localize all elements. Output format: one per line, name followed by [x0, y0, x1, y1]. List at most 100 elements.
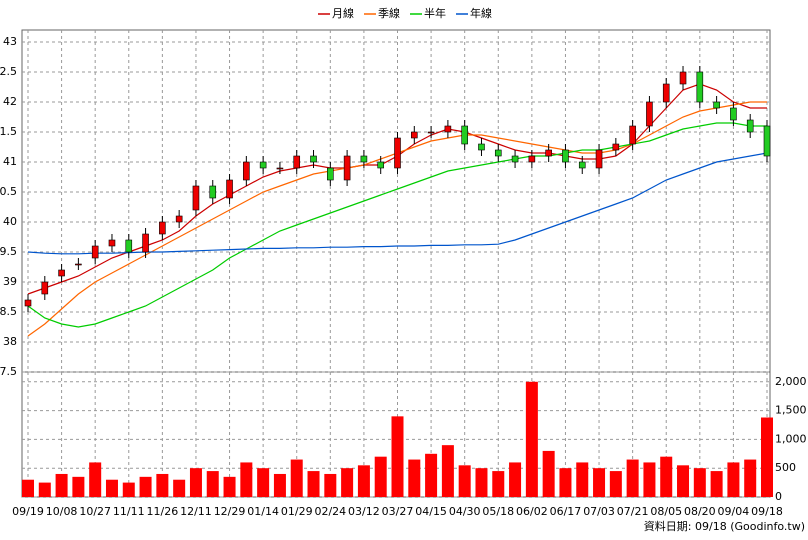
candle-body	[578, 161, 586, 169]
y-tick-label: 9.5	[0, 245, 17, 258]
candle-body	[91, 245, 99, 259]
candle-body	[696, 71, 704, 103]
y-tick-label: 40	[3, 215, 17, 228]
x-tick-label: 04/15	[415, 505, 447, 518]
x-tick-label: 12/11	[180, 505, 212, 518]
y-tick-label: 1.5	[0, 125, 17, 138]
candle-body	[444, 125, 452, 133]
candle-body	[24, 299, 32, 307]
x-tick-label: 09/19	[12, 505, 44, 518]
candle-body	[461, 125, 468, 145]
x-tick-label: 10/08	[46, 505, 78, 518]
x-tick-label: 11/26	[147, 505, 179, 518]
candle-body	[276, 167, 284, 170]
y-tick-label: 42	[3, 95, 17, 108]
candle-body	[243, 161, 250, 181]
x-tick-label: 09/18	[751, 505, 783, 518]
candle-body	[377, 161, 385, 169]
volume-bar	[475, 468, 488, 497]
y2-tick-label: 1,500	[775, 404, 807, 417]
x-tick-label: 08/20	[684, 505, 716, 518]
candle-body	[646, 101, 653, 127]
y-tick-label: 8.5	[0, 305, 17, 318]
volume-bar	[341, 468, 354, 497]
volume-bar	[727, 462, 740, 497]
volume-bar	[559, 468, 572, 497]
candle-body	[528, 155, 536, 163]
candle-body	[343, 155, 351, 181]
candle-body	[562, 149, 569, 163]
x-tick-label: 07/21	[617, 505, 649, 518]
candle-body	[360, 155, 368, 163]
volume-bar	[72, 476, 85, 497]
legend-label: 年線	[470, 6, 492, 20]
volume-bar	[626, 459, 639, 497]
volume-bar	[223, 476, 236, 497]
candle-body	[327, 167, 334, 181]
candle-body	[612, 143, 620, 151]
volume-bar	[660, 456, 673, 497]
x-tick-label: 09/04	[718, 505, 750, 518]
y2-tick-label: 1,000	[775, 432, 807, 445]
candle-body	[763, 125, 771, 157]
volume-bar	[509, 462, 522, 497]
candle-body	[394, 137, 401, 169]
candle-body	[713, 101, 720, 109]
candle-body	[58, 269, 65, 277]
volume-bar	[408, 459, 421, 497]
candle-body	[595, 149, 603, 169]
volume-bar	[710, 471, 723, 497]
candle-body	[142, 233, 149, 253]
ma-line	[27, 152, 768, 255]
x-tick-label: 06/17	[550, 505, 582, 518]
candle-body	[511, 155, 519, 163]
y2-tick-label: 0	[775, 490, 782, 503]
volume-bar	[189, 468, 202, 497]
x-tick-label: 05/18	[482, 505, 514, 518]
candle-body	[310, 155, 317, 163]
candle-body	[41, 281, 49, 295]
x-tick-label: 08/05	[650, 505, 682, 518]
volume-bar	[307, 471, 320, 497]
volume-bar	[677, 465, 690, 497]
legend-label: 月線	[332, 6, 354, 20]
x-tick-label: 01/29	[281, 505, 313, 518]
volume-bar	[89, 462, 102, 497]
volume-bar	[744, 459, 757, 497]
volume-bar	[374, 456, 387, 497]
candle-body	[75, 263, 82, 266]
x-tick-label: 12/29	[214, 505, 246, 518]
y2-tick-label: 2,000	[775, 375, 807, 388]
volume-bar	[105, 479, 118, 497]
candle-body	[746, 119, 754, 133]
volume-bar	[273, 473, 286, 497]
volume-bar	[22, 479, 34, 497]
x-tick-label: 11/11	[113, 505, 145, 518]
y-tick-label: 2.5	[0, 65, 17, 78]
candle-body	[662, 83, 670, 103]
volume-bar	[206, 471, 219, 497]
candle-body	[192, 185, 200, 211]
ma-line	[27, 122, 767, 328]
volume-bar	[576, 462, 589, 497]
candle-body	[175, 215, 183, 223]
volume-bar	[609, 471, 622, 497]
volume-bar	[693, 468, 706, 497]
volume-bar	[458, 465, 471, 497]
candle-body	[494, 149, 502, 157]
volume-bar	[240, 462, 253, 497]
volume-bar	[542, 450, 555, 497]
volume-bar	[257, 468, 270, 497]
volume-bar	[290, 459, 303, 497]
candle-body	[108, 239, 116, 247]
candle-body	[478, 143, 485, 151]
volume-bar	[391, 416, 404, 497]
candle-body	[427, 131, 435, 134]
y-tick-label: 7.5	[0, 365, 17, 378]
x-tick-label: 03/12	[348, 505, 380, 518]
candle-body	[209, 185, 217, 199]
volume-bar	[525, 381, 538, 497]
candle-body	[545, 149, 552, 157]
volume-bar	[441, 445, 454, 497]
